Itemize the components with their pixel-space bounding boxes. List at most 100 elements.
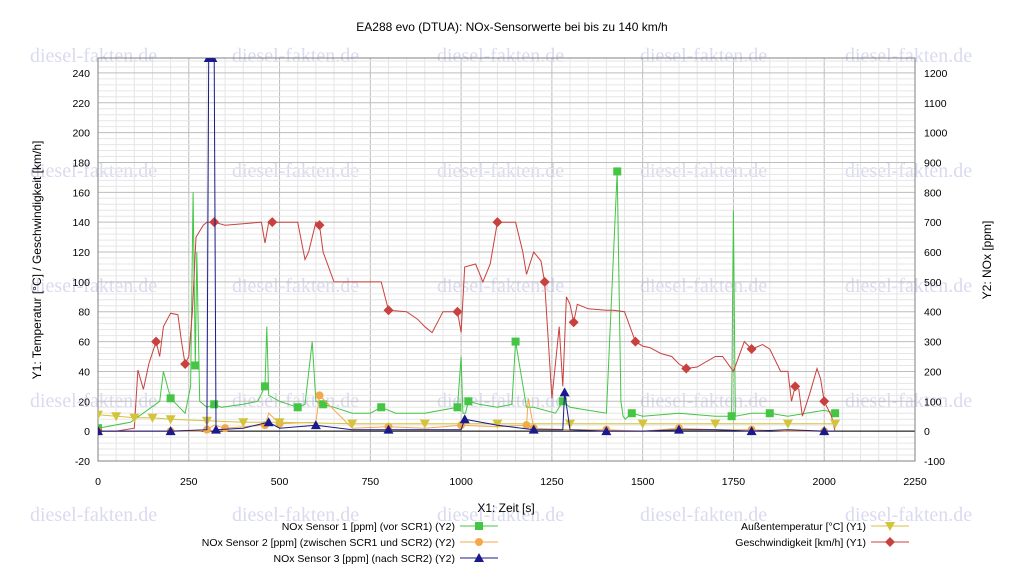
data-point (263, 417, 274, 427)
legend-marker (885, 537, 895, 547)
data-point (191, 361, 200, 370)
data-point (492, 419, 503, 429)
data-point (790, 381, 801, 392)
watermark: diesel-fakten.de (640, 275, 767, 297)
legend-label: NOx Sensor 1 [ppm] (vor SCR1) (Y2) (282, 521, 455, 533)
x-tick-label: 2250 (903, 476, 927, 488)
x-tick-label: 1750 (722, 476, 746, 488)
data-point (209, 217, 220, 228)
x-tick-label: 1500 (631, 476, 655, 488)
data-point (568, 317, 579, 328)
watermark: diesel-fakten.de (845, 45, 972, 67)
legend-marker (474, 553, 484, 562)
data-point (310, 420, 321, 430)
data-point (559, 387, 570, 397)
data-point (627, 409, 636, 418)
data-point (830, 419, 841, 429)
y-left-tick-label: 100 (72, 277, 90, 289)
y-right-tick-label: 300 (924, 337, 942, 349)
data-point (211, 424, 222, 434)
data-point (210, 400, 219, 409)
data-point (539, 276, 550, 287)
y-left-tick-label: 40 (78, 366, 90, 378)
legend-label: Geschwindigkeit [km/h] (Y1) (735, 537, 866, 549)
data-point (453, 403, 462, 412)
legend-label: Außentemperatur [°C] (Y1) (741, 521, 866, 533)
chart-title: EA288 evo (DTUA): NOx-Sensorwerte bei bi… (356, 20, 667, 34)
y-axis-label-left: Y1: Temperatur [°C] / Geschwindigkeit [k… (30, 141, 44, 380)
legend-marker (475, 522, 483, 530)
data-point (147, 413, 158, 423)
watermark-layer: diesel-fakten.de diesel-fakten.de diesel-f… (30, 45, 972, 526)
data-point (558, 397, 567, 406)
data-point (637, 419, 648, 429)
watermark: diesel-fakten.de (437, 275, 564, 297)
y-left-tick-label: 20 (78, 396, 90, 408)
y-left-tick-label: 240 (72, 68, 90, 80)
legend: NOx Sensor 1 [ppm] (vor SCR1) (Y2) NOx Se… (202, 521, 909, 565)
data-point (727, 412, 736, 421)
watermark: diesel-fakten.de (845, 160, 972, 182)
y-left-tick-label: 180 (72, 157, 90, 169)
y-left-tick-label: 120 (72, 247, 90, 259)
x-tick-label: 0 (95, 476, 101, 488)
watermark: diesel-fakten.de (232, 275, 359, 297)
y-right-tick-label: 0 (924, 426, 930, 438)
data-point (681, 363, 692, 374)
data-point (782, 419, 793, 429)
watermark: diesel-fakten.de (845, 275, 972, 297)
x-tick-label: 250 (180, 476, 198, 488)
watermark: diesel-fakten.de (232, 504, 359, 526)
watermark: diesel-fakten.de (30, 275, 157, 297)
watermark: diesel-fakten.de (437, 45, 564, 67)
data-point (315, 391, 324, 400)
data-point (314, 220, 325, 231)
y-right-tick-label: 700 (924, 217, 942, 229)
plot-frame (97, 57, 916, 462)
data-point (274, 418, 285, 428)
data-point (221, 424, 230, 433)
x-tick-label: 1000 (449, 476, 473, 488)
data-point (383, 424, 394, 434)
y-left-tick-label: -20 (75, 456, 90, 468)
data-point (522, 421, 531, 430)
y-axis-label-right: Y2: NOx [ppm] (980, 221, 994, 300)
data-point (98, 410, 103, 420)
y-right-tick-label: 900 (924, 157, 942, 169)
watermark: diesel-fakten.de (437, 504, 564, 526)
data-point (746, 426, 757, 436)
data-point (613, 167, 622, 176)
watermark: diesel-fakten.de (30, 45, 157, 67)
data-point (511, 337, 520, 346)
y-right-tick-label: 500 (924, 277, 942, 289)
data-point (261, 382, 270, 391)
data-point (746, 344, 757, 355)
data-point (452, 306, 463, 317)
series-line (98, 221, 836, 432)
x-axis-label: X1: Zeit [s] (477, 501, 534, 515)
watermark: diesel-fakten.de (437, 160, 564, 182)
data-point (98, 426, 103, 436)
watermark: diesel-fakten.de (845, 504, 972, 526)
series-layer (98, 58, 841, 437)
data-point (267, 217, 278, 228)
x-tick-label: 750 (362, 476, 380, 488)
y-right-tick-label: 600 (924, 247, 942, 259)
data-point (464, 397, 473, 406)
legend-label: NOx Sensor 2 [ppm] (zwischen SCR1 und SC… (202, 537, 455, 549)
data-point (419, 419, 430, 429)
watermark: diesel-fakten.de (30, 160, 157, 182)
y-left-tick-label: 200 (72, 128, 90, 140)
data-point (673, 424, 684, 434)
watermark: diesel-fakten.de (640, 45, 767, 67)
data-point (165, 415, 176, 425)
series-4 (98, 217, 836, 437)
y-left-tick-label: 140 (72, 217, 90, 229)
data-point (459, 414, 470, 424)
series-2 (98, 58, 836, 436)
data-point (377, 403, 386, 412)
y-left-tick-label: 160 (72, 187, 90, 199)
data-point (819, 396, 830, 407)
data-point (111, 412, 122, 422)
